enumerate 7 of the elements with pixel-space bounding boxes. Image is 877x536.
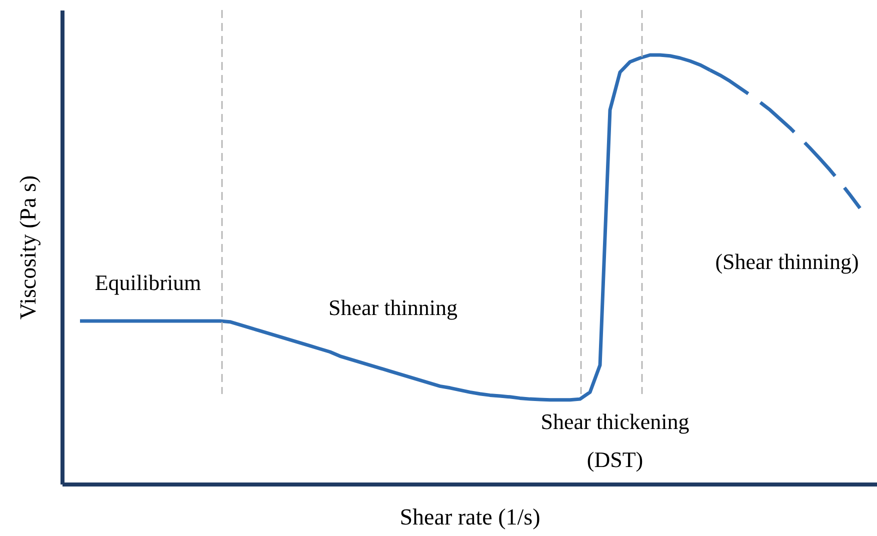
annotation: Shear thickening bbox=[540, 409, 690, 434]
annotation: Equilibrium bbox=[94, 270, 202, 295]
annotation: (DST) bbox=[586, 447, 644, 472]
y-axis-title: Viscosity (Pa s) bbox=[16, 175, 40, 320]
annotation: (Shear thinning) bbox=[715, 249, 859, 274]
annotation: Shear thinning bbox=[328, 295, 458, 320]
x-axis-title: Shear rate (1/s) bbox=[400, 504, 540, 530]
